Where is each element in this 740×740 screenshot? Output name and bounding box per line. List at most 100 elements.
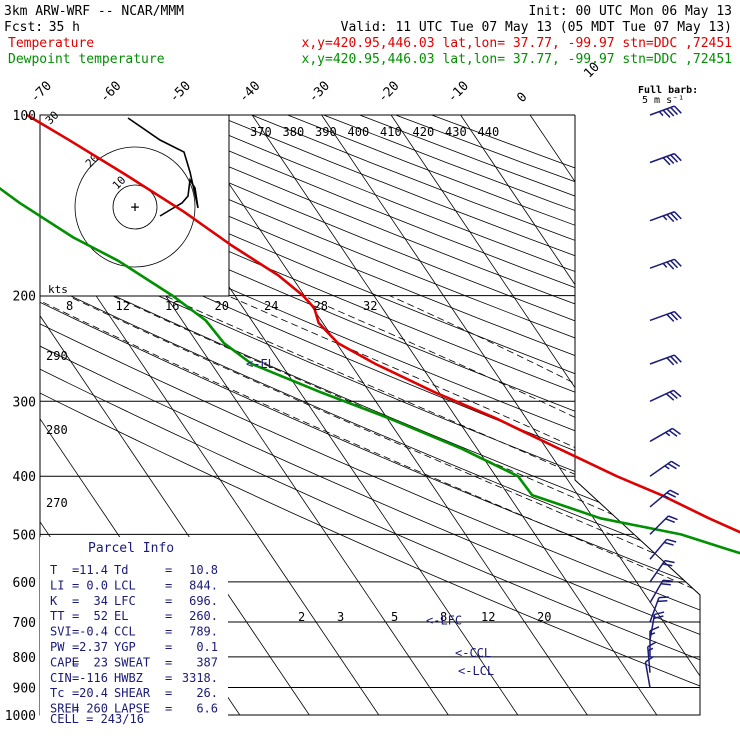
wind-barb-flag (664, 559, 675, 564)
pressure-tick-label: 600 (13, 576, 36, 591)
wind-barb-flag (669, 489, 680, 496)
wind-barb (649, 611, 665, 641)
parcel-equals: = (72, 594, 79, 608)
parcel-v2: 0.1 (196, 640, 218, 654)
wind-barb-flag (670, 312, 679, 321)
temperature-profile (26, 113, 740, 534)
parcel-l1: LI (50, 578, 64, 592)
dewpoint-legend-label: Dewpoint temperature (8, 52, 165, 67)
hodograph-speed-label: 24 (264, 299, 278, 313)
wind-barb-half (662, 215, 668, 221)
wind-barb-staff (649, 489, 671, 508)
parcel-equals: = (165, 594, 172, 608)
parcel-v1: -116 (79, 671, 108, 685)
wind-barb-flag (673, 354, 682, 363)
isotherm-label: -60 (97, 79, 124, 106)
wind-barb-flag (662, 563, 673, 567)
isotherm-label: -50 (167, 79, 194, 106)
parcel-v1: 260 (86, 702, 108, 716)
temperature-location: x,y=420.95,446.03 lat,lon= 37.77, -99.97… (302, 36, 732, 51)
wind-barb-flag (645, 655, 655, 663)
wind-barb-flag (662, 109, 671, 118)
wind-barb-flag (670, 212, 679, 221)
parcel-v1: 52 (94, 609, 108, 623)
pressure-tick-label: 500 (13, 528, 36, 543)
wind-barb-flag (653, 615, 664, 620)
wind-barb-flag (666, 313, 675, 322)
wind-barb-flag (649, 626, 660, 632)
theta-label: 400 (348, 125, 370, 139)
dry-adiabat (40, 115, 700, 715)
wind-barb-flag (666, 155, 675, 164)
pressure-tick-label: 1000 (5, 709, 36, 724)
wind-barb-staff (649, 152, 675, 164)
wind-barb-staff (649, 389, 674, 402)
wind-barb-flag (662, 157, 671, 166)
wind-barb-flag (662, 579, 673, 583)
parcel-l2: SWEAT (114, 655, 150, 669)
parcel-v2: 789. (189, 625, 218, 639)
wind-barb-staff (649, 354, 675, 365)
parcel-v1: 20.4 (79, 686, 108, 700)
parcel-equals: = (165, 563, 172, 577)
parcel-cell: CELL = 243/16 (50, 712, 144, 726)
parcel-equals: = (165, 578, 172, 592)
dry-adiabat (323, 115, 700, 715)
dry-adiabat (287, 115, 700, 715)
isotherm-label: -30 (306, 79, 333, 106)
hodograph-units-label: kts (48, 283, 68, 296)
parcel-equals: = (165, 655, 172, 669)
isotherm-label: 0 (514, 90, 530, 106)
wind-barb-staff (649, 460, 672, 477)
wind-barb-staff (649, 597, 660, 623)
wind-barb-flag (668, 515, 678, 521)
forecast-label: Fcst: (4, 20, 43, 35)
isotherm-label: -20 (375, 79, 402, 106)
parcel-v1: 34 (94, 594, 108, 608)
parcel-equals: = (165, 686, 172, 700)
parcel-l2: Td (114, 563, 128, 577)
parcel-equals: = (165, 640, 172, 654)
parcel-v2: 260. (189, 609, 218, 623)
parcel-l1: T (50, 563, 57, 577)
hodograph-speed-label: 8 (66, 299, 73, 313)
theta-label: 380 (283, 125, 305, 139)
wind-key-value: 5 m s⁻¹ (642, 95, 684, 106)
parcel-v2: 844. (189, 578, 218, 592)
wind-barb-flag (673, 211, 682, 220)
pressure-tick-label: 200 (13, 290, 36, 305)
hodograph-trace (127, 117, 199, 217)
wind-barb-flag (666, 538, 677, 543)
pressure-tick-label: 700 (13, 616, 36, 631)
wind-barb (649, 489, 680, 508)
theta-lower-label: 290 (46, 349, 68, 363)
wind-barb-flag (673, 153, 682, 162)
parcel-v1: 0.0 (86, 578, 108, 592)
parcel-equals: = (72, 625, 79, 639)
parcel-equals: = (72, 563, 79, 577)
parcel-equals: = (165, 671, 172, 685)
parcel-l1: PW (50, 640, 65, 654)
theta-label: 440 (478, 125, 500, 139)
parcel-equals: = (165, 625, 172, 639)
wind-barb-flag (670, 355, 679, 365)
dewpoint-profile (0, 186, 740, 555)
wind-barb (649, 596, 669, 623)
wind-barb-flag (658, 596, 669, 599)
wind-barb-flag (666, 261, 675, 270)
parcel-equals: = (72, 640, 79, 654)
el-marker: <-EL (246, 357, 275, 371)
parcel-l2: LCL (114, 578, 136, 592)
wind-barb (644, 655, 655, 688)
parcel-equals: = (165, 702, 172, 716)
parcel-l2: LFC (114, 594, 136, 608)
theta-label: 390 (315, 125, 337, 139)
wind-barb-flag (665, 393, 675, 401)
wind-barb-flag (668, 429, 678, 437)
dry-adiabat (40, 115, 700, 715)
profile-lines (0, 113, 740, 555)
dry-adiabat (40, 115, 700, 715)
wind-barb-staff (644, 661, 651, 688)
